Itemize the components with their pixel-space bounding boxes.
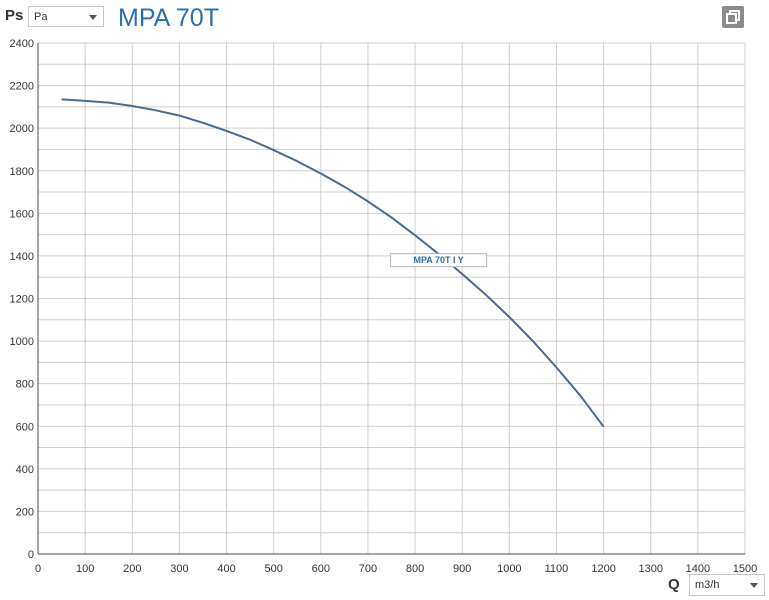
x-tick-label: 0 [35,563,41,575]
x-axis-symbol: Q [668,576,680,593]
y-tick-label: 2000 [10,123,34,135]
y-tick-label: 0 [28,549,34,561]
x-tick-label: 400 [217,563,235,575]
y-axis-symbol: Ps [5,7,24,24]
y-tick-label: 1600 [10,208,34,220]
x-tick-label: 1000 [497,563,521,575]
y-tick-label: 2200 [10,81,34,93]
chevron-down-icon [750,583,758,588]
x-tick-label: 200 [123,563,141,575]
x-tick-label: 1400 [686,563,710,575]
x-tick-label: 700 [359,563,377,575]
x-tick-label: 1300 [638,563,662,575]
x-tick-label: 1200 [591,563,615,575]
x-tick-label: 500 [264,563,282,575]
x-tick-label: 800 [406,563,424,575]
series-line [61,98,605,428]
curve-label-box [390,253,488,268]
y-tick-label: 800 [16,379,34,391]
chevron-down-icon [89,14,97,20]
y-tick-label: 400 [16,464,34,476]
y-tick-label: 1400 [10,251,34,263]
y-tick-label: 1000 [10,336,34,348]
y-tick-label: 200 [16,506,34,518]
y-tick-label: 1200 [10,294,34,306]
window-restore-icon-front [726,13,737,24]
curve-label: MPA 70T I Y [413,255,463,265]
flow-unit-value: m3/h [695,579,720,591]
pressure-unit-value: Pa [34,10,48,23]
window-restore-button[interactable] [722,6,744,28]
x-tick-label: 900 [453,563,471,575]
pressure-unit-select[interactable]: Pa [28,6,104,27]
y-tick-label: 600 [16,421,34,433]
x-tick-label: 1500 [733,563,757,575]
y-tick-label: 2400 [10,38,34,50]
x-tick-label: 100 [76,563,94,575]
x-tick-label: 600 [312,563,330,575]
x-tick-label: 1100 [545,563,569,575]
chart-title: MPA 70T [118,4,219,32]
flow-unit-select[interactable]: m3/h [689,574,765,596]
y-tick-label: 1800 [10,166,34,178]
x-tick-label: 300 [170,563,188,575]
